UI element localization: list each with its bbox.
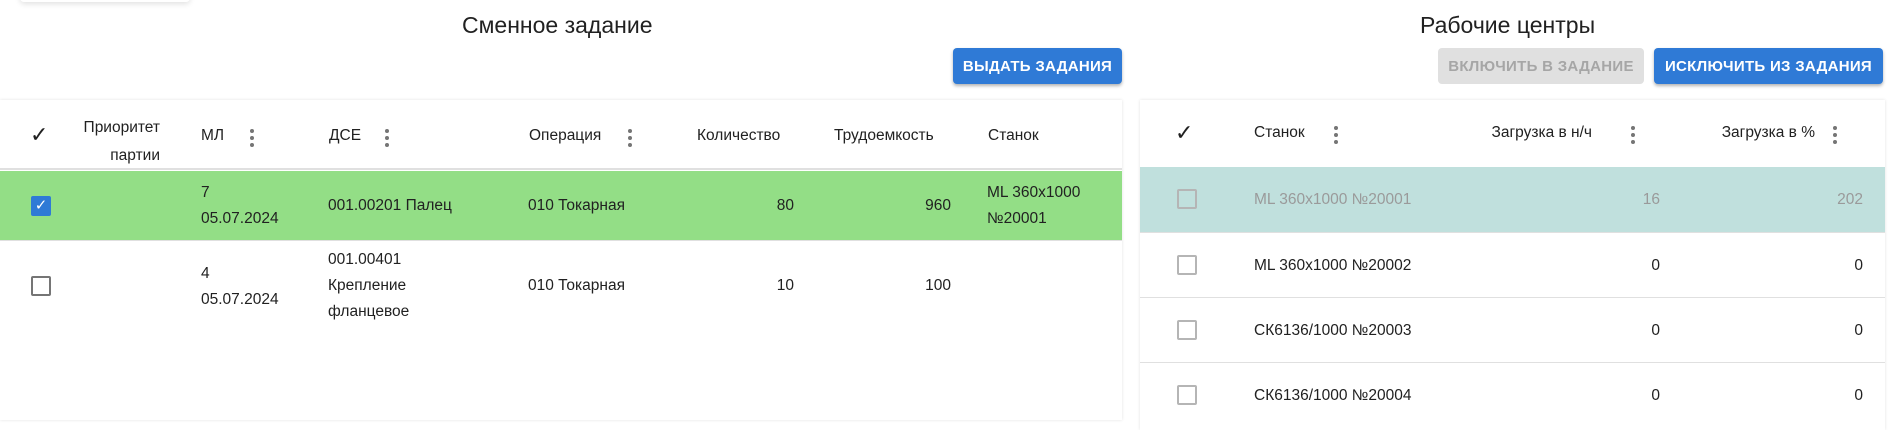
select-all-check-icon[interactable]: ✓ <box>30 122 49 147</box>
quantity-cell: 80 <box>776 197 794 214</box>
load-hours-cell: 0 <box>1651 322 1660 339</box>
shift-task-title: Сменное задание <box>462 12 653 38</box>
load-hours-cell: 16 <box>1642 191 1660 208</box>
column-machine[interactable]: Станок <box>988 127 1039 144</box>
quantity-cell: 10 <box>776 277 794 294</box>
dse-column-menu-icon[interactable] <box>385 129 389 150</box>
ml-cell: 4 05.07.2024 <box>201 265 279 308</box>
labor-cell: 100 <box>925 277 951 294</box>
column-operation[interactable]: Операция <box>529 127 602 144</box>
operation-column-menu-icon[interactable] <box>628 129 632 150</box>
dse-cell: 001.00401 Крепление фланцевое <box>328 251 410 320</box>
table-row[interactable]: ML 360x1000 №20002 0 0 <box>1140 233 1885 298</box>
load-hours-column-menu-icon[interactable] <box>1631 126 1635 147</box>
load-percent-cell: 0 <box>1854 257 1863 274</box>
priority-label-1: Приоритет <box>83 119 160 136</box>
issue-tasks-button[interactable]: ВЫДАТЬ ЗАДАНИЯ <box>953 48 1122 84</box>
labor-cell: 960 <box>925 197 951 214</box>
row-checkbox[interactable] <box>31 276 51 296</box>
table-row[interactable]: 4 05.07.2024 001.00401 Крепление фланцевое … <box>0 243 1122 329</box>
machine-cell: СК6136/1000 №20003 <box>1254 322 1412 339</box>
work-centers-table: ✓ Станок Загрузка в н/ч Загрузка в % ML … <box>1140 100 1885 430</box>
top-card-shadow <box>20 0 190 2</box>
shift-task-table: ✓ Приоритет партии МЛ ДСЕ Операция Количе… <box>0 100 1122 420</box>
operation-cell: 010 Токарная <box>528 277 625 294</box>
row-checkbox[interactable] <box>1177 255 1197 275</box>
machine-cell: СК6136/1000 №20004 <box>1254 387 1412 404</box>
load-hours-cell: 0 <box>1651 387 1660 404</box>
column-machine[interactable]: Станок <box>1254 124 1305 141</box>
operation-cell: 010 Токарная <box>528 197 625 214</box>
load-percent-cell: 0 <box>1854 387 1863 404</box>
table-header: ✓ Станок Загрузка в н/ч Загрузка в % <box>1140 100 1885 167</box>
exclude-from-task-button[interactable]: ИСКЛЮЧИТЬ ИЗ ЗАДАНИЯ <box>1654 48 1883 84</box>
row-checkbox[interactable] <box>1177 320 1197 340</box>
row-checkbox[interactable] <box>1177 385 1197 405</box>
table-row[interactable]: ML 360x1000 №20001 16 202 <box>1140 167 1885 233</box>
column-dse[interactable]: ДСЕ <box>329 127 362 144</box>
row-checkbox[interactable] <box>1177 189 1197 209</box>
column-ml[interactable]: МЛ <box>201 127 225 144</box>
column-priority[interactable]: Приоритет партии <box>60 114 160 170</box>
ml-cell: 7 05.07.2024 <box>201 184 279 227</box>
column-load-hours[interactable]: Загрузка в н/ч <box>1491 124 1592 141</box>
work-centers-title: Рабочие центры <box>1420 12 1596 38</box>
ml-column-menu-icon[interactable] <box>250 129 254 150</box>
row-checkbox-checked[interactable]: ✓ <box>31 196 51 216</box>
table-row[interactable]: СК6136/1000 №20004 0 0 <box>1140 363 1885 428</box>
table-row[interactable]: ✓ 7 05.07.2024 001.00201 Палец 010 Токарн… <box>0 171 1122 241</box>
machine-cell: ML 360x1000 №20001 <box>1254 191 1412 208</box>
table-header: ✓ Приоритет партии МЛ ДСЕ Операция Количе… <box>0 100 1122 170</box>
select-all-check-icon[interactable]: ✓ <box>1175 120 1194 145</box>
machine-column-menu-icon[interactable] <box>1334 126 1338 147</box>
load-percent-cell: 0 <box>1854 322 1863 339</box>
include-in-task-button[interactable]: ВКЛЮЧИТЬ В ЗАДАНИЕ <box>1438 48 1644 84</box>
load-hours-cell: 0 <box>1651 257 1660 274</box>
column-labor[interactable]: Трудоемкость <box>834 127 934 144</box>
load-percent-column-menu-icon[interactable] <box>1833 126 1837 147</box>
load-percent-cell: 202 <box>1837 191 1863 208</box>
machine-cell: ML 360x1000 №20001 <box>987 184 1081 227</box>
machine-cell: ML 360x1000 №20002 <box>1254 257 1412 274</box>
priority-label-2: партии <box>110 147 160 164</box>
dse-cell: 001.00201 Палец <box>328 197 452 214</box>
table-row[interactable]: СК6136/1000 №20003 0 0 <box>1140 298 1885 363</box>
column-quantity[interactable]: Количество <box>697 127 781 144</box>
column-load-percent[interactable]: Загрузка в % <box>1721 124 1815 141</box>
